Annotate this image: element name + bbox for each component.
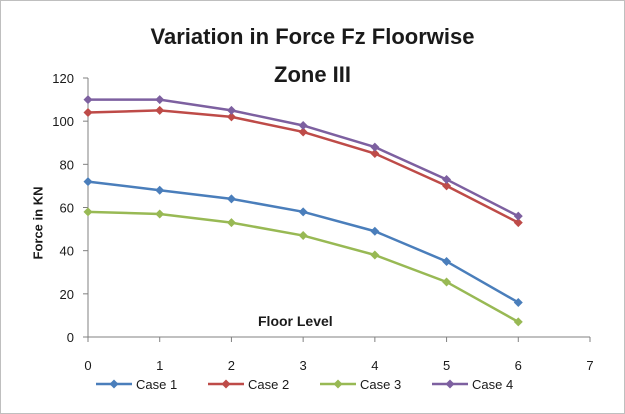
x-tick-label: 6 (515, 358, 522, 373)
x-tick-label: 5 (443, 358, 450, 373)
data-point (155, 209, 165, 219)
y-tick-label: 80 (60, 157, 74, 172)
data-point (155, 185, 165, 195)
x-tick-label: 0 (84, 358, 91, 373)
data-point (370, 226, 380, 236)
y-tick-label: 20 (60, 287, 74, 302)
legend-label: Case 2 (248, 377, 289, 392)
data-point (298, 120, 308, 130)
legend-marker (445, 379, 455, 389)
data-point (83, 108, 93, 118)
data-point (155, 105, 165, 115)
data-point (513, 211, 523, 221)
series-1 (83, 177, 523, 307)
x-tick-label: 1 (156, 358, 163, 373)
legend-label: Case 4 (472, 377, 513, 392)
series-2 (83, 105, 523, 228)
data-point (513, 218, 523, 228)
legend-marker (221, 379, 231, 389)
y-tick-label: 100 (52, 114, 74, 129)
legend-item: Case 4 (432, 377, 513, 392)
legend-item: Case 2 (208, 377, 289, 392)
x-tick-label: 3 (300, 358, 307, 373)
data-point (226, 218, 236, 228)
series-line (88, 98, 519, 218)
legend-label: Case 1 (136, 377, 177, 392)
series-3 (83, 207, 523, 327)
y-tick-label: 0 (67, 330, 74, 345)
x-tick-label: 4 (371, 358, 378, 373)
data-point (442, 174, 452, 184)
series-group (83, 95, 523, 327)
legend-label: Case 3 (360, 377, 401, 392)
data-point (513, 297, 523, 307)
legend-marker (333, 379, 343, 389)
chart-title: Variation in Force Fz Floorwise (150, 24, 475, 49)
data-point (83, 207, 93, 217)
series-4 (83, 95, 523, 221)
x-tick-label: 2 (228, 358, 235, 373)
legend: Case 1 Case 2 Case 3 Case 4 (96, 377, 513, 392)
x-axis-label: Floor Level (258, 313, 333, 329)
data-point (370, 250, 380, 260)
axes: 0 20 40 60 80 100 120 0 1 2 3 4 5 6 7 (52, 71, 593, 373)
data-point (155, 95, 165, 105)
legend-item: Case 3 (320, 377, 401, 392)
chart-subtitle: Zone III (274, 62, 351, 87)
data-point (298, 127, 308, 137)
data-point (83, 95, 93, 105)
data-point (298, 207, 308, 217)
data-point (370, 142, 380, 152)
data-point (442, 277, 452, 287)
data-point (513, 317, 523, 327)
data-point (442, 256, 452, 266)
series-line (87, 180, 519, 304)
y-tick-label: 60 (60, 201, 74, 216)
data-point (298, 231, 308, 241)
data-point (226, 105, 236, 115)
data-point (226, 112, 236, 122)
legend-marker (109, 379, 119, 389)
y-tick-label: 40 (60, 244, 74, 259)
data-point (226, 194, 236, 204)
legend-item: Case 1 (96, 377, 177, 392)
data-point (370, 149, 380, 159)
data-point (83, 177, 93, 187)
y-tick-label: 120 (52, 71, 74, 86)
x-tick-label: 7 (586, 358, 593, 373)
data-point (442, 181, 452, 191)
